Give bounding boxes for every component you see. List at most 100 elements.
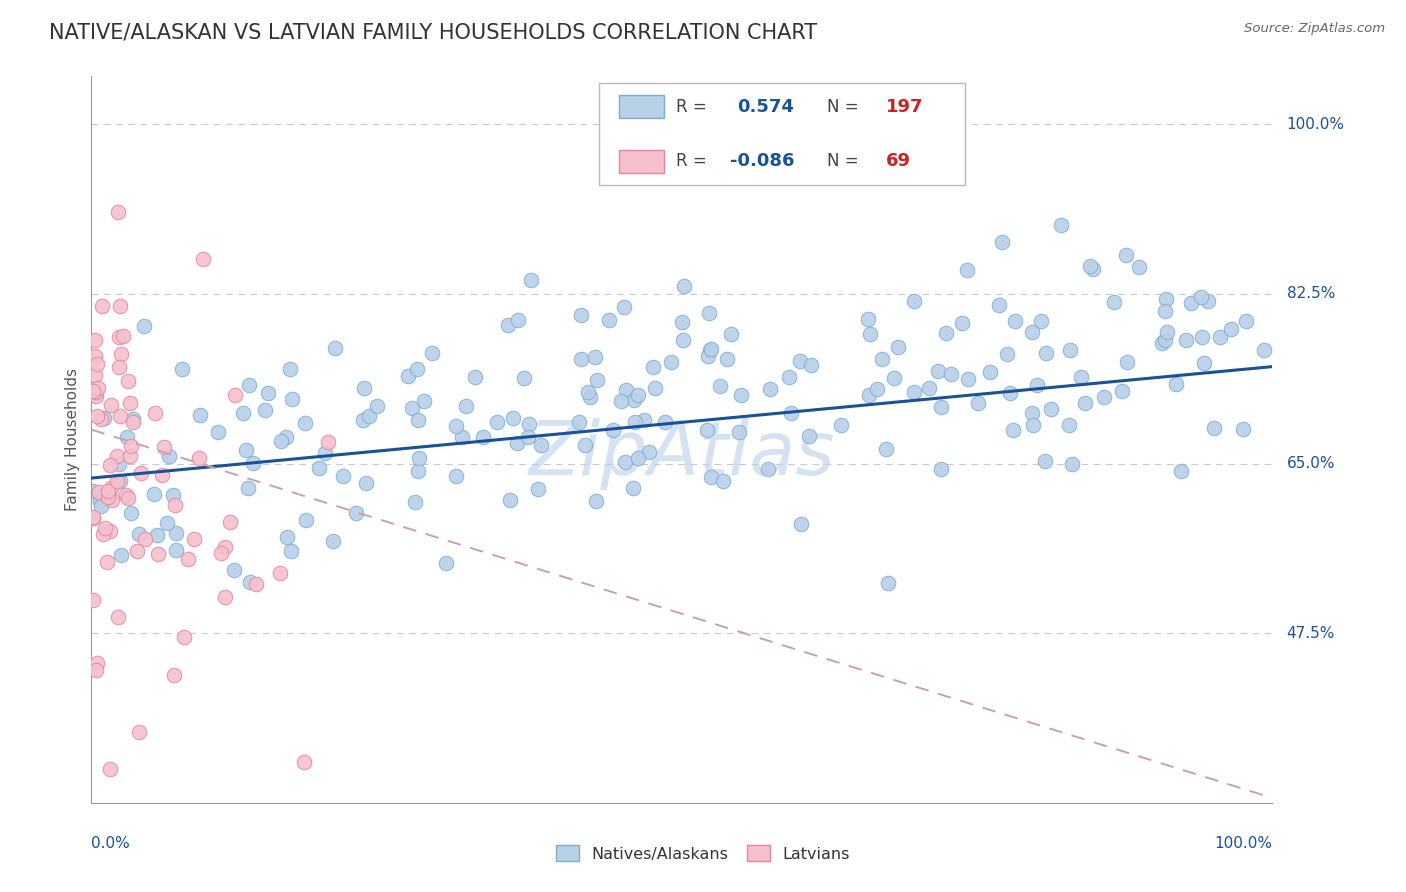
Point [101, 493, 124, 508]
Text: N =: N = [827, 153, 865, 170]
Point [638, 444, 661, 458]
FancyBboxPatch shape [599, 83, 966, 185]
Point [82, 384, 104, 398]
Point [1021, 326, 1043, 340]
Point [1115, 355, 1137, 369]
Point [86, 657, 108, 671]
Point [280, 392, 302, 406]
Point [214, 591, 236, 605]
Point [1040, 402, 1063, 417]
Point [643, 359, 665, 374]
Point [117, 430, 139, 444]
Point [956, 263, 979, 277]
Point [322, 534, 344, 549]
Point [105, 449, 128, 463]
Point [1104, 295, 1126, 310]
Point [294, 416, 316, 430]
Point [830, 418, 852, 433]
Point [950, 316, 973, 330]
FancyBboxPatch shape [619, 95, 664, 119]
Point [401, 401, 423, 416]
Point [100, 398, 122, 412]
Point [107, 457, 129, 471]
Point [995, 347, 1018, 361]
Point [1156, 325, 1178, 339]
Point [245, 576, 267, 591]
Point [935, 326, 957, 340]
Point [270, 434, 292, 449]
Point [799, 428, 821, 442]
Point [84, 663, 107, 677]
Point [1191, 330, 1213, 344]
Point [927, 363, 949, 377]
Point [316, 435, 339, 450]
Point [98, 458, 121, 472]
Point [486, 416, 509, 430]
Point [711, 474, 734, 488]
Point [697, 306, 720, 320]
Point [117, 491, 139, 505]
Point [100, 481, 122, 495]
Point [671, 315, 693, 329]
Point [499, 493, 522, 508]
Point [222, 563, 245, 577]
Point [644, 381, 666, 395]
Text: 100.0%: 100.0% [1286, 117, 1344, 132]
Point [82, 593, 104, 607]
Point [759, 382, 782, 396]
Point [121, 415, 143, 429]
Point [1070, 370, 1092, 384]
Point [454, 399, 477, 413]
Point [502, 411, 524, 425]
Point [408, 451, 430, 466]
Point [1035, 453, 1057, 467]
Point [614, 455, 637, 469]
Point [1004, 314, 1026, 328]
Point [238, 377, 260, 392]
Point [359, 409, 381, 424]
Point [93, 411, 115, 425]
Point [112, 329, 135, 343]
Point [188, 451, 211, 466]
Point [176, 552, 198, 566]
Point [602, 423, 624, 437]
Point [516, 430, 538, 444]
Point [82, 509, 104, 524]
Point [444, 418, 467, 433]
Point [1001, 423, 1024, 437]
Point [396, 369, 419, 384]
Point [1115, 248, 1137, 262]
Point [1236, 314, 1258, 328]
Point [866, 382, 889, 396]
Point [129, 467, 152, 481]
Text: 69: 69 [886, 153, 911, 170]
Text: 100.0%: 100.0% [1215, 836, 1272, 850]
Point [1154, 304, 1177, 318]
Point [84, 389, 107, 403]
Point [506, 436, 529, 450]
Point [1029, 314, 1052, 328]
Point [218, 515, 240, 529]
Point [1174, 333, 1197, 347]
Point [1189, 290, 1212, 304]
Point [91, 299, 114, 313]
Point [110, 347, 132, 361]
Point [699, 470, 721, 484]
Point [1197, 293, 1219, 308]
Point [170, 361, 193, 376]
Point [125, 543, 148, 558]
Point [789, 354, 811, 368]
Text: R =: R = [676, 153, 711, 170]
Text: R =: R = [676, 97, 711, 116]
Point [988, 297, 1011, 311]
Point [583, 350, 606, 364]
Point [659, 355, 682, 369]
Text: NATIVE/ALASKAN VS LATVIAN FAMILY HOUSEHOLDS CORRELATION CHART: NATIVE/ALASKAN VS LATVIAN FAMILY HOUSEHO… [49, 22, 817, 42]
Point [146, 547, 169, 561]
Point [93, 526, 115, 541]
Point [856, 312, 879, 326]
Point [90, 411, 112, 425]
Point [292, 755, 315, 769]
Point [1170, 464, 1192, 478]
Point [108, 475, 131, 489]
